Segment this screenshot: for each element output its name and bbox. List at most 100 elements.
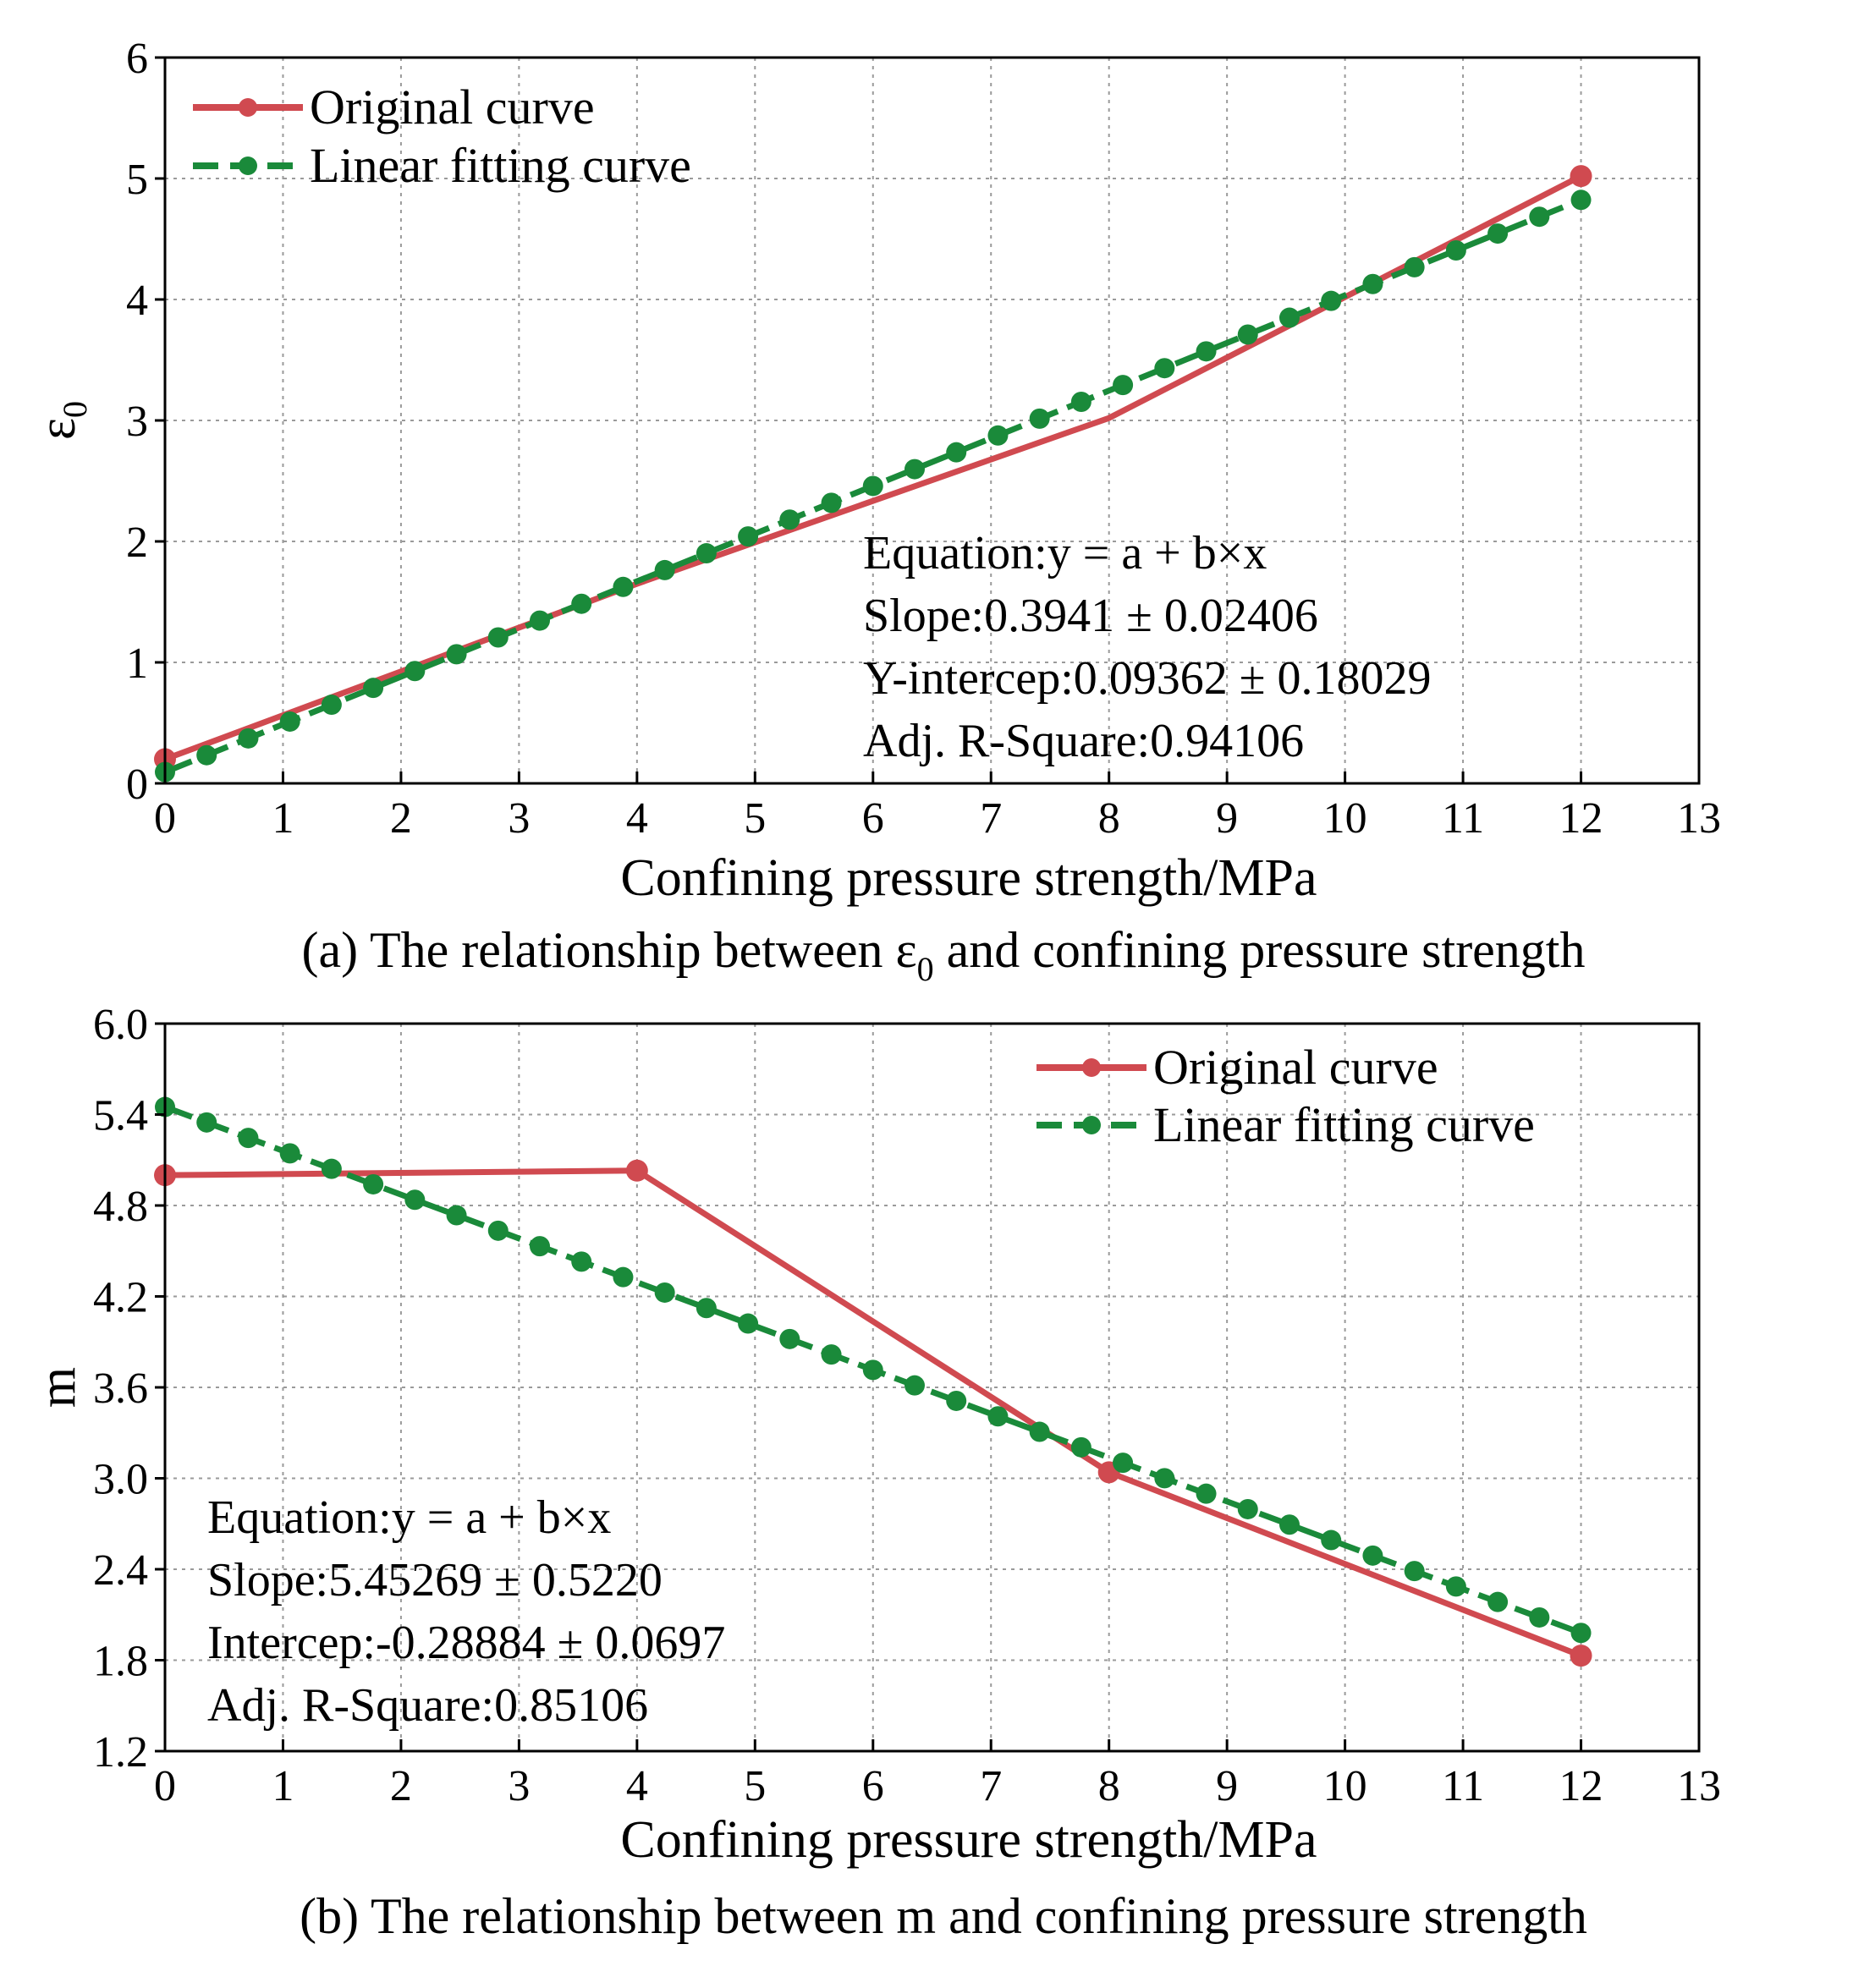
chart-b-series-1-point-3 — [279, 1143, 300, 1164]
chart-a-x-tick-label-6: 6 — [862, 794, 884, 843]
chart-a-y-tick-label-3: 3 — [126, 398, 148, 446]
chart-a-y-tick-label-0: 0 — [126, 761, 148, 809]
chart-b-x-tick-label-4: 4 — [626, 1762, 648, 1810]
chart-b-ticks: 0 1 2 3 4 5 6 7 8 9 10 11 12 131.21.82.43.03.64.24.85… — [93, 1001, 1721, 1810]
chart-a-caption-main: (a) The relationship between ε — [302, 922, 917, 978]
chart-b-x-tick-label-8: 8 — [1098, 1762, 1120, 1810]
chart-b-series-1-point-25 — [1196, 1483, 1217, 1504]
chart-a-series-1-point-4 — [321, 695, 342, 716]
chart-b-y-tick-label-6: 4.8 — [93, 1183, 148, 1231]
chart-a-x-tick-label-8: 8 — [1098, 794, 1120, 843]
chart-b-series-0-point-1 — [625, 1159, 648, 1182]
chart-a-series-1-point-30 — [1404, 256, 1425, 277]
chart-b-series-1-point-9 — [529, 1236, 550, 1257]
chart-b-x-tick-label-7: 7 — [980, 1762, 1002, 1810]
chart-b-series-1-point-24 — [1154, 1468, 1175, 1489]
chart-b-annotation-slope: Slope:5.45269 ± 0.5220 — [207, 1554, 663, 1606]
chart-b-series-1-point-8 — [487, 1220, 509, 1241]
chart-a-x-tick-label-9: 9 — [1216, 794, 1238, 843]
chart-a-series-1-point-7 — [446, 644, 467, 665]
chart-b-x-tick-label-10: 10 — [1323, 1762, 1367, 1810]
chart-b-legend-fit: Linear fitting curve — [1036, 1097, 1535, 1152]
chart-a-legend-fit-label: Linear fitting curve — [310, 138, 691, 193]
chart-b: 0 1 2 3 4 5 6 7 8 9 10 11 12 131.21.82.43.03.64.24.85… — [29, 1001, 1721, 1944]
chart-a-legend-original-label: Original curve — [310, 80, 595, 135]
chart-b-series-1-point-23 — [1113, 1453, 1134, 1474]
chart-b-series-1-point-18 — [904, 1375, 925, 1396]
chart-b-caption: (b) The relationship between m and confi… — [300, 1888, 1587, 1944]
chart-b-x-tick-label-6: 6 — [862, 1762, 884, 1810]
chart-b-series-1-point-2 — [238, 1128, 259, 1149]
chart-a-y-label-sub: 0 — [56, 401, 94, 418]
chart-a-x-tick-label-11: 11 — [1442, 794, 1484, 843]
chart-a-series-1-point-13 — [696, 543, 717, 564]
chart-a-series-1-point-17 — [862, 475, 883, 497]
chart-a-series-1-point-21 — [1029, 408, 1050, 429]
chart-b-series-1-point-1 — [196, 1112, 217, 1133]
chart-a-y-tick-label-1: 1 — [126, 640, 148, 688]
chart-a-series-1-point-19 — [946, 442, 967, 463]
chart-a-x-tick-label-10: 10 — [1323, 794, 1367, 843]
chart-b-series-1-point-22 — [1070, 1436, 1091, 1458]
chart-a-series-1-point-29 — [1362, 273, 1383, 294]
chart-a-y-tick-label-5: 5 — [126, 156, 148, 204]
chart-b-series-1-point-7 — [446, 1205, 467, 1226]
chart-a-x-tick-label-7: 7 — [980, 794, 1002, 843]
chart-b-annotation-intercept: Intercep:-0.28884 ± 0.0697 — [207, 1617, 725, 1669]
chart-a-series-1-point-16 — [821, 492, 842, 513]
chart-a-x-tick-label-5: 5 — [744, 794, 766, 843]
chart-a-annotation-r2: Adj. R-Square:0.94106 — [863, 715, 1304, 767]
chart-b-grid — [165, 1024, 1699, 1751]
chart-a-series-1-point-14 — [738, 526, 759, 547]
chart-b-legend-original: Original curve — [1036, 1040, 1438, 1095]
chart-a-annotations: Equation:y = a + b×x Slope:0.3941 ± 0.02… — [863, 527, 1432, 767]
chart-b-series-1-point-21 — [1029, 1421, 1050, 1442]
chart-a-series-1-point-23 — [1113, 375, 1134, 396]
chart-b-x-tick-label-5: 5 — [744, 1762, 766, 1810]
chart-a-series-1-point-10 — [571, 593, 592, 614]
chart-a-series-1-point-22 — [1070, 392, 1091, 413]
chart-a-x-tick-label-1: 1 — [272, 794, 294, 843]
chart-a-series-1-point-33 — [1529, 206, 1550, 228]
chart-a-series-1-point-34 — [1570, 189, 1592, 211]
chart-b-series-1-point-26 — [1237, 1498, 1258, 1519]
chart-a-series-1-point-1 — [196, 744, 217, 766]
chart-a-series-1-point-32 — [1487, 223, 1509, 244]
chart-b-y-tick-label-1: 1.8 — [93, 1638, 148, 1686]
chart-b-series-0-line — [164, 1167, 1582, 1659]
chart-a-series-1-point-8 — [487, 627, 509, 648]
chart-a-series-1-point-24 — [1154, 358, 1175, 379]
chart-a-series-1-point-9 — [529, 610, 550, 631]
chart-a-legend: Original curve Linear fitting curve — [193, 80, 691, 193]
chart-a-series-1-point-11 — [613, 576, 634, 597]
chart-a-y-label-main: ε — [29, 418, 86, 440]
chart-b-series-1-point-5 — [363, 1173, 384, 1194]
chart-a-series-1-point-26 — [1237, 324, 1258, 345]
chart-a-series-1-point-2 — [238, 728, 259, 749]
chart-a-x-tick-label-3: 3 — [508, 794, 530, 843]
chart-a-x-tick-label-0: 0 — [154, 794, 176, 843]
chart-b-x-tick-label-12: 12 — [1559, 1762, 1603, 1810]
chart-a-x-tick-label-12: 12 — [1559, 794, 1603, 843]
chart-a-series-1-point-18 — [904, 459, 925, 480]
chart-b-series-1-point-34 — [1570, 1623, 1592, 1644]
chart-a-series-1-point-27 — [1278, 307, 1300, 328]
chart-b-y-tick-label-4: 3.6 — [93, 1365, 148, 1413]
chart-b-series-1-point-10 — [571, 1251, 592, 1272]
chart-a-series-1-point-5 — [363, 678, 384, 699]
chart-b-x-tick-label-2: 2 — [390, 1762, 412, 1810]
chart-b-series-1-point-16 — [821, 1344, 842, 1365]
chart-a-series-1-point-12 — [654, 559, 675, 580]
chart-b-y-tick-label-3: 3.0 — [93, 1456, 148, 1504]
chart-a-annotation-intercept: Y-intercep:0.09362 ± 0.18029 — [863, 652, 1432, 705]
chart-a-series-1-point-15 — [779, 509, 800, 530]
chart-a-series — [154, 165, 1592, 783]
chart-b-series-1-point-14 — [738, 1313, 759, 1334]
chart-b-x-tick-label-3: 3 — [508, 1762, 530, 1810]
chart-b-y-tick-label-5: 4.2 — [93, 1274, 148, 1322]
chart-a-series-1-point-31 — [1445, 239, 1466, 261]
chart-b-x-tick-label-11: 11 — [1442, 1762, 1484, 1810]
chart-b-series-0-point-3 — [1570, 1645, 1592, 1667]
chart-b-series-1-point-29 — [1362, 1545, 1383, 1566]
